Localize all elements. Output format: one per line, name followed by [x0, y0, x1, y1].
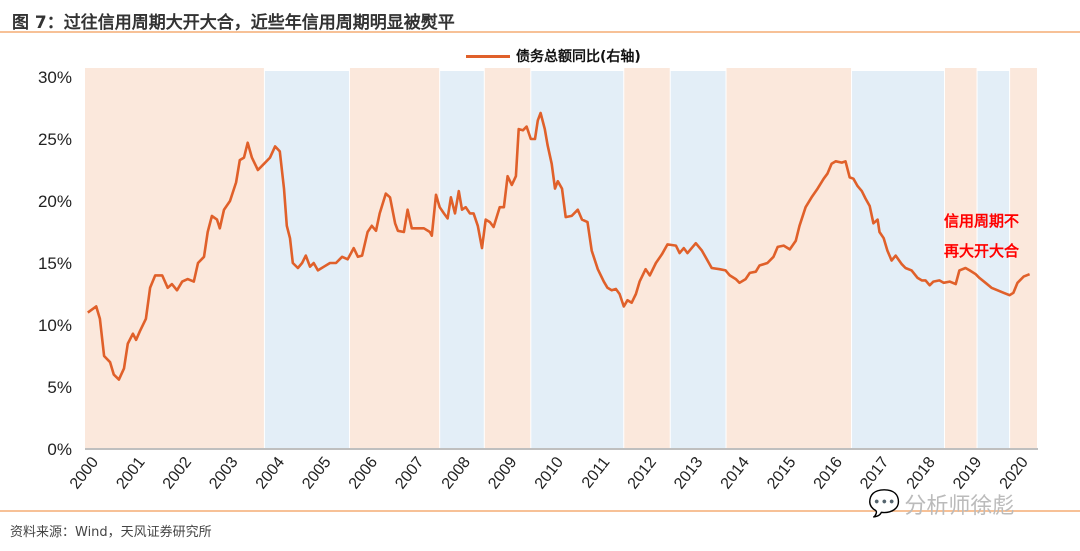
x-tick-label: 2005: [299, 454, 334, 493]
legend-label: 债务总额同比(右轴): [516, 49, 641, 65]
band-expansion: [624, 68, 670, 449]
annotation-line-1: 信用周期不: [944, 212, 1020, 230]
x-tick-label: 2007: [392, 454, 427, 493]
x-tick-label: 2012: [625, 454, 660, 493]
band-expansion: [1010, 68, 1037, 449]
band-expansion: [85, 68, 264, 449]
y-tick-label: 25%: [38, 130, 72, 149]
x-tick-label: 2019: [950, 454, 985, 493]
annotation-line-2: 再大开大合: [944, 242, 1020, 260]
x-tick-label: 2020: [997, 454, 1032, 493]
figure-title: 图 7：过往信用周期大开大合，近些年信用周期明显被熨平: [12, 13, 455, 33]
watermark-text: 分析师徐彪: [904, 494, 1015, 519]
band-expansion: [726, 68, 852, 449]
x-tick-label: 2016: [811, 454, 846, 493]
x-tick-label: 2010: [532, 454, 567, 493]
series-line: [87, 111, 1031, 381]
x-tick-label: 2009: [485, 454, 520, 493]
annotation: 信用周期不 再大开大合: [944, 206, 1019, 266]
band-contraction: [670, 71, 726, 449]
y-tick-label: 5%: [47, 378, 72, 397]
y-tick-label: 30%: [38, 68, 72, 87]
source-note: 资料来源：Wind，天风证券研究所: [10, 525, 212, 540]
x-tick-label: 2014: [718, 454, 753, 493]
legend-swatch: [466, 54, 510, 58]
x-tick-label: 2011: [579, 454, 614, 492]
x-tick-label: 2015: [764, 454, 799, 493]
band-expansion: [484, 68, 531, 449]
x-tick-label: 2008: [439, 454, 474, 493]
x-tick-label: 2017: [857, 454, 892, 493]
x-tick-label: 2013: [671, 454, 706, 493]
band-expansion: [945, 68, 977, 449]
y-tick-label: 20%: [38, 192, 72, 211]
band-contraction: [440, 71, 484, 449]
x-tick-label: 2006: [346, 454, 381, 493]
x-tick-label: 2001: [113, 454, 148, 493]
legend: 债务总额同比(右轴): [466, 46, 641, 66]
wechat-icon: 💬: [868, 489, 901, 519]
band-expansion: [349, 68, 440, 449]
watermark: 💬 分析师徐彪: [868, 488, 1014, 520]
x-tick-label: 2004: [253, 454, 288, 493]
y-tick-label: 15%: [38, 254, 72, 273]
x-tick-label: 2003: [206, 454, 241, 493]
y-tick-label: 0%: [47, 440, 72, 459]
y-tick-label: 10%: [38, 316, 72, 335]
band-contraction: [977, 71, 1010, 449]
x-tick-label: 2002: [160, 454, 195, 493]
x-tick-label: 2000: [67, 454, 102, 493]
x-tick-label: 2018: [904, 454, 939, 493]
